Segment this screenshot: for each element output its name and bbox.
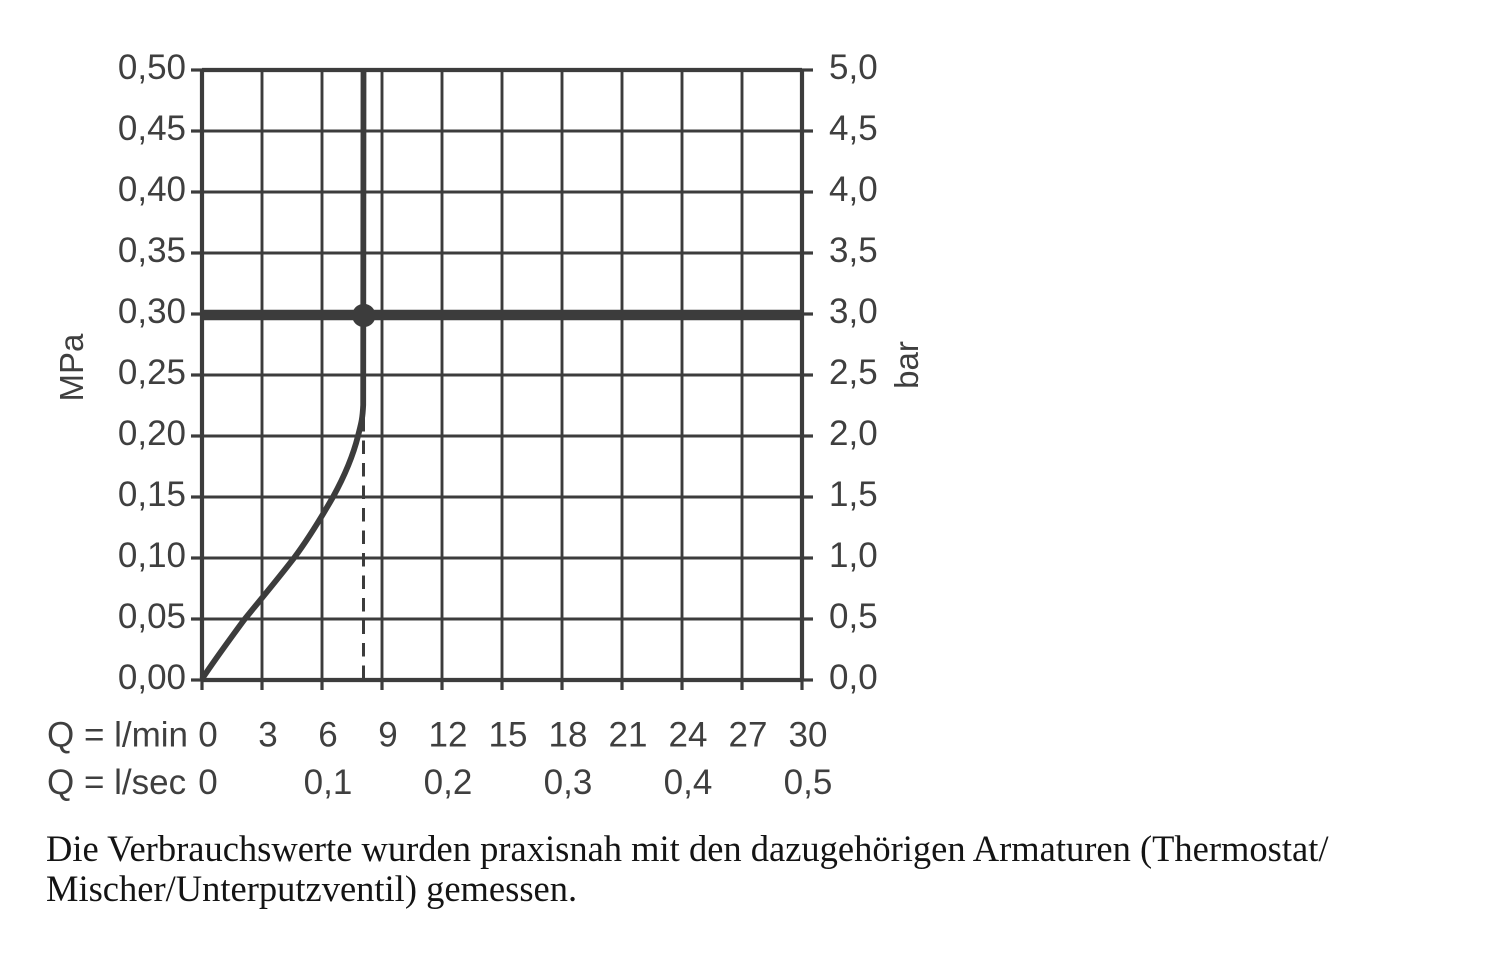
svg-text:3,5: 3,5	[829, 231, 878, 270]
svg-text:9: 9	[378, 716, 397, 755]
svg-text:0: 0	[198, 716, 217, 755]
svg-text:0,00: 0,00	[118, 658, 186, 697]
svg-text:0,3: 0,3	[544, 763, 593, 802]
svg-text:0,30: 0,30	[118, 292, 186, 331]
svg-text:18: 18	[549, 716, 588, 755]
svg-text:0,05: 0,05	[118, 597, 186, 636]
svg-text:0,0: 0,0	[829, 658, 878, 697]
svg-text:15: 15	[489, 716, 528, 755]
svg-text:2,5: 2,5	[829, 353, 878, 392]
svg-text:0,45: 0,45	[118, 109, 186, 148]
svg-text:5,0: 5,0	[829, 48, 878, 87]
svg-text:Q = l/sec: Q = l/sec	[47, 763, 186, 802]
svg-text:4,5: 4,5	[829, 109, 878, 148]
svg-text:0,10: 0,10	[118, 536, 186, 575]
svg-text:2,0: 2,0	[829, 414, 878, 453]
svg-text:3,0: 3,0	[829, 292, 878, 331]
svg-text:30: 30	[789, 716, 828, 755]
svg-text:6: 6	[318, 716, 337, 755]
svg-text:21: 21	[609, 716, 648, 755]
svg-text:1,0: 1,0	[829, 536, 878, 575]
svg-text:0,35: 0,35	[118, 231, 186, 270]
svg-text:Q = l/min: Q = l/min	[47, 716, 188, 755]
svg-text:0,25: 0,25	[118, 353, 186, 392]
svg-text:0,5: 0,5	[829, 597, 878, 636]
svg-text:0,5: 0,5	[784, 763, 833, 802]
svg-text:0,2: 0,2	[424, 763, 473, 802]
svg-text:0: 0	[198, 763, 217, 802]
svg-text:0,40: 0,40	[118, 170, 186, 209]
svg-text:3: 3	[258, 716, 277, 755]
svg-text:27: 27	[729, 716, 768, 755]
svg-text:24: 24	[669, 716, 708, 755]
svg-text:0,20: 0,20	[118, 414, 186, 453]
svg-text:4,0: 4,0	[829, 170, 878, 209]
svg-text:0,1: 0,1	[304, 763, 353, 802]
svg-text:0,15: 0,15	[118, 475, 186, 514]
svg-text:0,50: 0,50	[118, 48, 186, 87]
svg-text:MPa: MPa	[53, 333, 90, 402]
svg-text:bar: bar	[888, 341, 925, 389]
svg-text:0,4: 0,4	[664, 763, 713, 802]
svg-text:1,5: 1,5	[829, 475, 878, 514]
svg-text:12: 12	[429, 716, 468, 755]
